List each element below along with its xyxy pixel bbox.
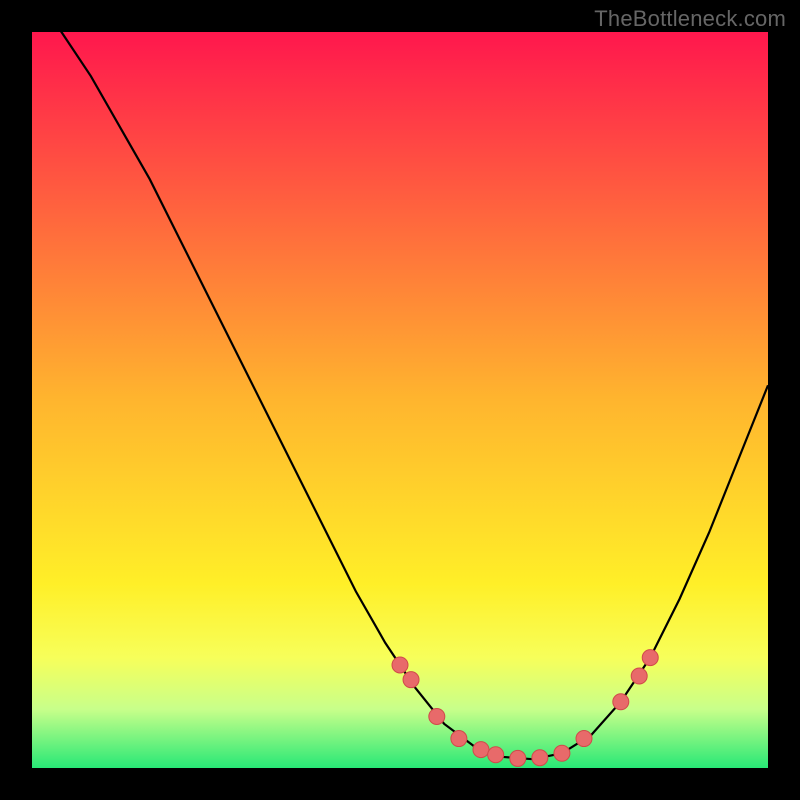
chart-svg	[32, 32, 768, 768]
data-marker	[532, 750, 548, 766]
data-marker	[510, 750, 526, 766]
bottleneck-curve	[32, 0, 768, 759]
data-marker	[451, 731, 467, 747]
data-marker	[554, 745, 570, 761]
data-marker	[392, 657, 408, 673]
data-marker	[403, 672, 419, 688]
data-marker	[642, 650, 658, 666]
data-marker	[429, 708, 445, 724]
data-marker	[576, 731, 592, 747]
data-marker	[613, 694, 629, 710]
watermark-text: TheBottleneck.com	[594, 6, 786, 32]
chart-plot-area	[32, 32, 768, 768]
data-marker	[488, 747, 504, 763]
data-marker	[631, 668, 647, 684]
data-marker	[473, 742, 489, 758]
